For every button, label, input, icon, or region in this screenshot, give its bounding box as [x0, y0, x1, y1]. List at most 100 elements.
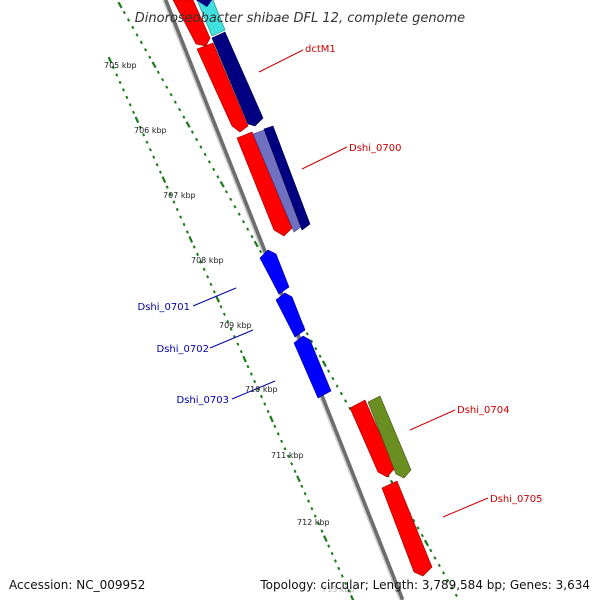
inner-ring-tick: [280, 439, 284, 444]
outer-ring-tick: [216, 175, 220, 179]
leader-Dshi_0703: [231, 380, 276, 400]
map-title: Dinoroseobacter shibae DFL 12, complete …: [135, 11, 465, 26]
gene-arrow-red-2[interactable]: [196, 42, 249, 133]
inner-ring-tick: [206, 275, 210, 279]
forward-strand-cds: [172, 0, 433, 577]
gene-arrow-red-4[interactable]: [349, 399, 396, 478]
outer-ring-tick: [429, 548, 433, 553]
inner-ring-tick: [145, 140, 149, 144]
inner-ring-tick: [215, 295, 221, 303]
gene-label-dctM1[interactable]: dctM1: [305, 44, 336, 55]
tick-label-708: 708 kbp: [191, 256, 224, 265]
outer-ring-tick: [126, 18, 131, 22]
tick-label-711: 711 kbp: [271, 451, 304, 460]
outer-ring-tick: [327, 369, 331, 373]
outer-ring-tick: [420, 533, 424, 538]
outer-ring-tick: [199, 145, 203, 149]
gene-arrow-blue-1[interactable]: [259, 249, 290, 295]
gene-label-Dshi_0705[interactable]: Dshi_0705: [490, 494, 542, 505]
leader-lines: [192, 49, 489, 518]
outer-ring-tick: [182, 115, 186, 119]
inner-ring-tick: [182, 222, 186, 227]
accession-text: Accession: NC_009952: [9, 578, 146, 592]
outer-ring-tick: [144, 48, 148, 52]
tick-label-710: 710 kbp: [245, 385, 278, 394]
gene-arrow-darkblue-top[interactable]: [196, 0, 212, 7]
inner-ring-tick: [202, 267, 206, 272]
tick-label-706: 706 kbp: [134, 126, 167, 135]
gene-arrow-darkblue-2[interactable]: [263, 125, 311, 231]
inner-ring-tick: [161, 176, 167, 184]
gene-label-Dshi_0703[interactable]: Dshi_0703: [177, 395, 229, 406]
outer-ring-tick: [310, 339, 314, 343]
inner-ring-tick: [333, 559, 337, 563]
gene-labels: dctM1 Dshi_0700 Dshi_0701 Dshi_0702 Dshi…: [138, 44, 543, 505]
inner-ring-tick: [317, 521, 321, 526]
reverse-strand-cds: [259, 249, 332, 399]
inner-ring-tick: [337, 566, 341, 571]
leader-Dshi_0701: [192, 287, 237, 307]
gene-label-Dshi_0704[interactable]: Dshi_0704: [457, 405, 509, 416]
inner-ring-tick: [115, 73, 119, 77]
inner-ring-tick: [283, 447, 287, 451]
outer-ring-tick: [442, 571, 446, 575]
inner-ring-tick: [148, 148, 152, 152]
gene-arrow-blue-3[interactable]: [293, 335, 332, 399]
outer-ring-tick: [412, 518, 416, 523]
inner-ring-tick: [330, 551, 334, 556]
outer-ring-tick: [344, 399, 348, 403]
inner-ring-tick: [169, 192, 173, 197]
outer-ring-tick: [423, 539, 430, 547]
outer-ring-tick: [321, 360, 327, 368]
gene-arrow-red-3[interactable]: [236, 131, 293, 237]
leader-Dshi_0700: [301, 146, 348, 170]
outer-ring-tick: [250, 234, 254, 239]
gene-label-Dshi_0701[interactable]: Dshi_0701: [138, 302, 190, 313]
inner-ring-tick: [340, 574, 344, 578]
outer-ring-tick: [219, 181, 225, 188]
outer-ring-tick: [190, 130, 194, 134]
inner-ring-tick: [290, 462, 294, 466]
outer-ring-tick: [173, 100, 177, 104]
inner-ring-tick: [192, 245, 196, 249]
gene-arrow-darkblue-1[interactable]: [211, 31, 264, 127]
inner-ring-tick: [276, 432, 280, 436]
gene-label-Dshi_0700[interactable]: Dshi_0700: [349, 143, 401, 154]
gene-label-Dshi_0702[interactable]: Dshi_0702: [157, 344, 209, 355]
inner-ring-tick: [111, 65, 115, 70]
outer-ring-tick: [165, 85, 169, 89]
gene-arrow-olive[interactable]: [367, 395, 412, 479]
outer-ring-tick: [185, 121, 191, 128]
gene-arrow-blue-2[interactable]: [275, 292, 306, 338]
outer-ring-tick: [207, 160, 211, 164]
inner-ring-tick: [229, 327, 233, 331]
outer-ring-tick: [416, 526, 420, 530]
tick-label-713: 713 kbp: [322, 585, 355, 594]
gene-arrow-cyan[interactable]: [196, 0, 226, 37]
outer-ring-tick: [258, 249, 263, 254]
outer-strand-cds: [196, 0, 412, 479]
leader-dctM1: [258, 49, 304, 73]
outer-ring-tick: [151, 61, 157, 69]
inner-ring-tick: [310, 506, 314, 511]
inner-ring-tick: [300, 484, 304, 488]
outer-ring-tick: [339, 391, 343, 396]
inner-ring-tick: [296, 475, 301, 483]
inner-ring-tick: [344, 581, 348, 586]
tick-label-712: 712 kbp: [297, 518, 330, 527]
gene-arrow-red-5[interactable]: [381, 480, 433, 577]
gene-arrow-red-1[interactable]: [172, 0, 211, 47]
inner-ring-tick: [209, 282, 213, 287]
inner-ring-tick: [142, 133, 146, 137]
inner-ring-tick: [259, 394, 263, 399]
inner-ring-tick: [118, 80, 122, 85]
inner-ring-tick: [246, 364, 250, 369]
inner-ring-tick: [269, 415, 274, 423]
inner-tick-ring: [107, 56, 355, 600]
outer-ring-tick: [139, 40, 143, 45]
inner-ring-tick: [212, 290, 216, 294]
inner-ring-tick: [303, 492, 307, 496]
outer-ring-tick: [224, 190, 228, 194]
inner-ring-tick: [242, 355, 247, 363]
